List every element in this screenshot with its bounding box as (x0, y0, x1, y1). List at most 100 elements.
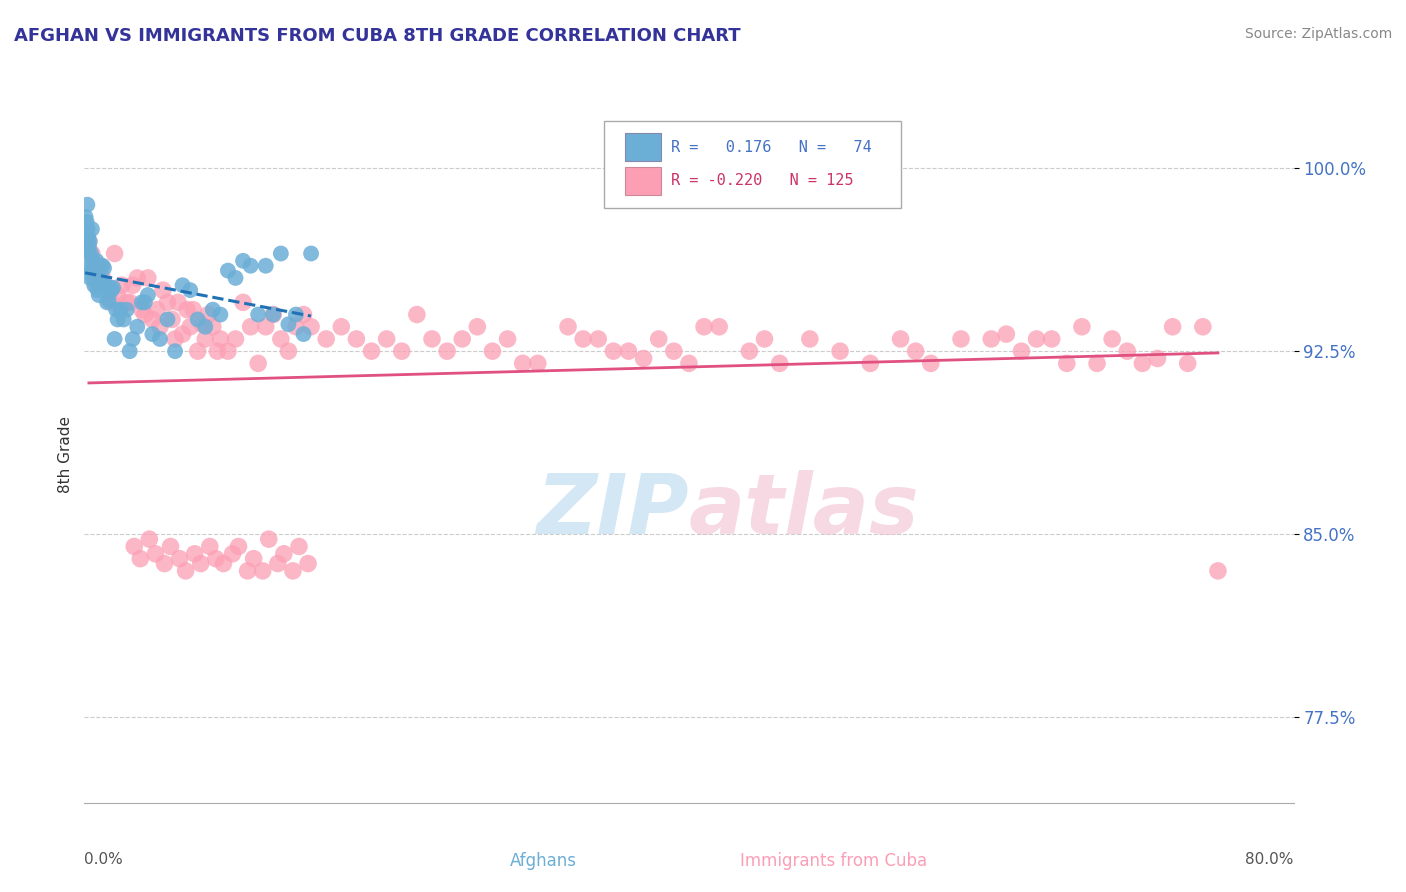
Point (236, 564, 259, 578)
Point (995, 327, 1018, 342)
Point (79, 271, 101, 285)
Point (617, 344, 640, 359)
Bar (624, 133, 661, 161)
Point (77, 246, 100, 260)
Y-axis label: 8th Grade: 8th Grade (58, 417, 73, 493)
Point (75, 229, 97, 244)
Point (890, 332, 912, 346)
Point (207, 344, 229, 359)
Point (84, 263, 107, 277)
Point (107, 312, 129, 326)
Point (709, 319, 731, 334)
Point (156, 295, 179, 310)
Point (122, 540, 145, 554)
Point (232, 295, 254, 310)
Point (262, 308, 284, 322)
Point (1206, 564, 1229, 578)
Point (1071, 319, 1094, 334)
Point (104, 246, 127, 260)
Point (360, 344, 382, 359)
Point (830, 344, 852, 359)
Point (738, 344, 761, 359)
Point (239, 319, 262, 334)
Point (91, 271, 114, 285)
Point (247, 308, 270, 322)
Point (82, 253, 104, 268)
Point (187, 312, 209, 326)
Point (76, 222, 98, 236)
Point (86, 253, 108, 268)
Point (79, 259, 101, 273)
Point (79, 235, 101, 249)
Point (217, 263, 239, 277)
Point (83, 278, 105, 293)
Point (225, 332, 247, 346)
Point (194, 319, 217, 334)
Point (156, 312, 179, 326)
Point (115, 302, 138, 317)
Point (225, 271, 247, 285)
Point (176, 302, 198, 317)
Point (330, 319, 353, 334)
Point (288, 540, 311, 554)
Point (107, 288, 129, 302)
Point (194, 332, 217, 346)
Point (1116, 344, 1139, 359)
Point (232, 253, 254, 268)
Point (1040, 332, 1063, 346)
Point (191, 318, 214, 332)
Point (209, 308, 232, 322)
Point (110, 302, 132, 317)
Point (100, 283, 122, 297)
Point (391, 344, 413, 359)
Point (297, 557, 319, 571)
Point (96, 283, 118, 297)
Point (257, 532, 280, 546)
Point (86, 283, 108, 297)
Point (77, 229, 100, 244)
Point (557, 319, 579, 334)
Point (239, 259, 262, 273)
Point (277, 344, 299, 359)
Point (281, 564, 304, 578)
Point (512, 356, 534, 370)
Point (181, 302, 204, 317)
Point (80, 246, 103, 260)
Point (859, 356, 882, 370)
Point (980, 332, 1002, 346)
Point (77, 239, 100, 253)
Point (160, 312, 183, 326)
Point (201, 302, 224, 317)
Text: R =   0.176   N =   74: R = 0.176 N = 74 (671, 139, 872, 154)
Point (299, 319, 322, 334)
Point (769, 356, 792, 370)
Point (1161, 319, 1184, 334)
Point (197, 308, 219, 322)
Point (285, 319, 308, 334)
Point (633, 351, 655, 366)
Point (83, 259, 105, 273)
Point (76, 235, 98, 249)
Text: AFGHAN VS IMMIGRANTS FROM CUBA 8TH GRADE CORRELATION CHART: AFGHAN VS IMMIGRANTS FROM CUBA 8TH GRADE… (14, 27, 741, 45)
Point (496, 332, 519, 346)
Point (190, 557, 212, 571)
Point (346, 332, 368, 346)
Point (89, 271, 111, 285)
Point (80, 246, 103, 260)
Point (152, 283, 174, 297)
Point (572, 332, 595, 346)
Point (76, 197, 98, 211)
Point (80, 263, 103, 277)
Point (174, 564, 197, 578)
Point (292, 327, 315, 342)
Point (221, 547, 243, 561)
Point (87, 288, 110, 302)
Point (172, 278, 194, 293)
Point (481, 344, 503, 359)
Point (75, 210, 97, 224)
Point (112, 312, 135, 326)
Point (96, 295, 118, 310)
Point (115, 295, 138, 310)
Point (187, 344, 209, 359)
Point (799, 332, 821, 346)
